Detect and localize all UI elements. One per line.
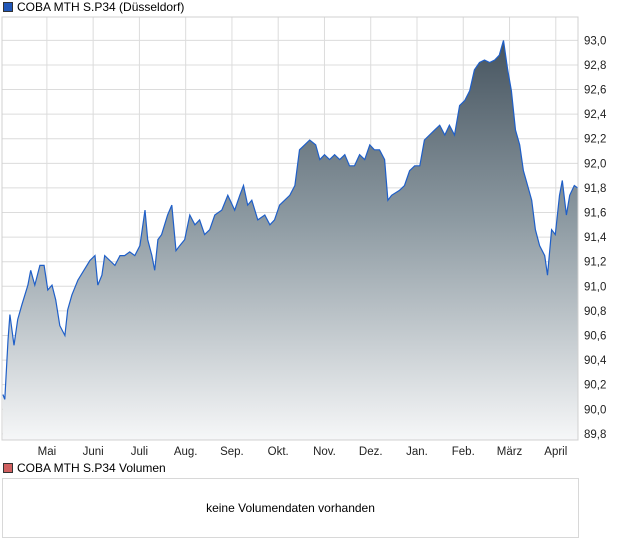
x-tick-label: Juni xyxy=(83,446,104,458)
plot-border xyxy=(1,16,579,441)
y-tick-label: 90,8 xyxy=(584,306,606,318)
y-tick-label: 91,8 xyxy=(584,183,606,195)
price-legend-swatch xyxy=(3,2,13,12)
y-tick-label: 92,6 xyxy=(584,85,606,97)
x-tick-label: März xyxy=(497,446,523,458)
y-tick-label: 90,0 xyxy=(584,404,606,416)
x-tick-label: Aug. xyxy=(174,446,198,458)
y-tick-label: 90,6 xyxy=(584,330,606,342)
y-tick-label: 90,2 xyxy=(584,380,606,392)
volume-panel: keine Volumendaten vorhanden xyxy=(2,478,579,538)
x-tick-label: Okt. xyxy=(268,446,289,458)
price-area xyxy=(2,40,578,441)
y-tick-label: 92,0 xyxy=(584,158,606,170)
x-tick-label: Nov. xyxy=(313,446,336,458)
price-chart: 89,8 90,0 90,2 90,4 90,6 90,8 91,0 91,2 91,4 91,6… xyxy=(1,16,607,458)
y-tick-label: 91,6 xyxy=(584,208,606,220)
x-tick-label: Feb. xyxy=(452,446,475,458)
volume-legend-swatch xyxy=(3,463,13,473)
y-tick-label: 92,2 xyxy=(584,134,606,146)
price-legend-label: COBA MTH S.P34 (Düsseldorf) xyxy=(17,0,185,14)
y-tick-label: 89,8 xyxy=(584,429,606,441)
y-tick-label: 93,0 xyxy=(584,35,606,47)
x-tick-label: Sep. xyxy=(220,446,244,458)
x-tick-label: Juli xyxy=(131,446,148,458)
volume-legend: COBA MTH S.P34 Volumen xyxy=(3,461,166,475)
y-tick-label: 91,0 xyxy=(584,281,606,293)
y-tick-label: 90,4 xyxy=(584,355,607,367)
price-line xyxy=(2,40,578,400)
y-tick-label: 91,4 xyxy=(584,232,607,244)
x-tick-label: April xyxy=(544,446,567,458)
volume-empty-message: keine Volumendaten vorhanden xyxy=(206,501,375,515)
y-tick-label: 92,4 xyxy=(584,109,607,121)
x-tick-label: Jan. xyxy=(406,446,428,458)
volume-legend-label: COBA MTH S.P34 Volumen xyxy=(17,461,166,475)
x-tick-label: Mai xyxy=(38,446,57,458)
y-tick-label: 92,8 xyxy=(584,60,606,72)
y-tick-label: 91,2 xyxy=(584,257,606,269)
x-tick-label: Dez. xyxy=(359,446,383,458)
price-legend: COBA MTH S.P34 (Düsseldorf) xyxy=(3,0,184,14)
